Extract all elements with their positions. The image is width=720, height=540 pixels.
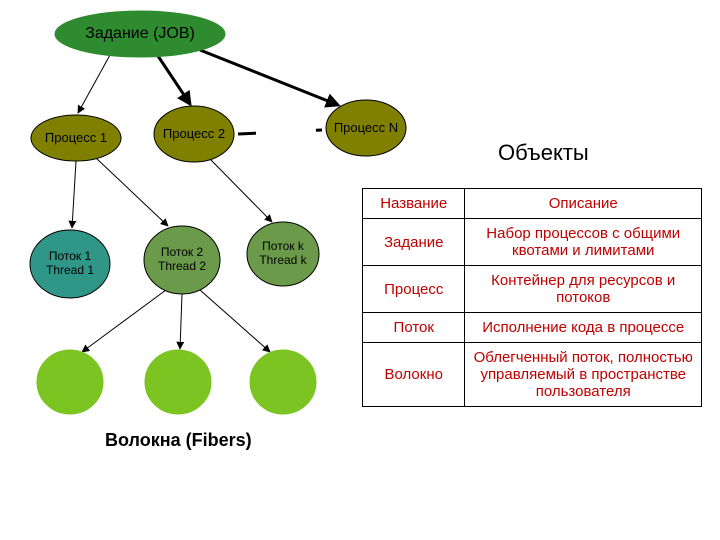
node-job <box>55 11 225 57</box>
edge-p1-t1 <box>72 161 76 228</box>
node-p2 <box>154 106 234 162</box>
edge-p2-tk <box>210 159 272 222</box>
table-col-0: Название <box>363 189 465 219</box>
edge-t2-f3 <box>200 290 270 352</box>
edge-job-pn <box>200 50 338 105</box>
node-t2 <box>144 226 220 294</box>
connector-dash <box>238 130 322 134</box>
table-row: ЗаданиеНабор процессов с общими квотами … <box>363 219 702 266</box>
table-col-1: Описание <box>465 189 702 219</box>
node-t1 <box>30 230 110 298</box>
table-row: ПроцессКонтейнер для ресурсов и потоков <box>363 266 702 313</box>
table-cell-1-0: Процесс <box>363 266 465 313</box>
table-cell-0-1: Набор процессов с общими квотами и лимит… <box>465 219 702 266</box>
table-cell-2-1: Исполнение кода в процессе <box>465 313 702 343</box>
table-cell-2-0: Поток <box>363 313 465 343</box>
fibers-label: Волокна (Fibers) <box>105 430 252 451</box>
table-cell-3-0: Волокно <box>363 343 465 407</box>
table-cell-3-1: Облегченный поток, полностью управляемый… <box>465 343 702 407</box>
node-f1 <box>37 350 103 414</box>
node-p1 <box>31 115 121 161</box>
edge-job-p1 <box>78 55 110 113</box>
diagram-stage: Объекты Волокна (Fibers) НазваниеОписани… <box>0 0 720 540</box>
table-row: ВолокноОблегченный поток, полностью упра… <box>363 343 702 407</box>
edge-job-p2 <box>158 56 190 104</box>
node-f2 <box>145 350 211 414</box>
objects-table: НазваниеОписание ЗаданиеНабор процессов … <box>362 188 702 407</box>
table-header-row: НазваниеОписание <box>363 189 702 219</box>
table-cell-0-0: Задание <box>363 219 465 266</box>
edge-t2-f1 <box>82 290 166 352</box>
table-cell-1-1: Контейнер для ресурсов и потоков <box>465 266 702 313</box>
objects-title: Объекты <box>498 140 589 166</box>
table-row: ПотокИсполнение кода в процессе <box>363 313 702 343</box>
node-pn <box>326 100 406 156</box>
edge-p1-t2 <box>96 158 168 226</box>
edge-t2-f2 <box>180 294 182 349</box>
node-tk <box>247 222 319 286</box>
node-f3 <box>250 350 316 414</box>
